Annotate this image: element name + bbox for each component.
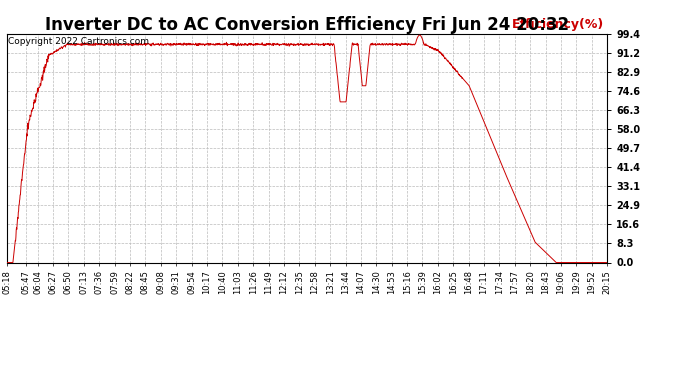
Text: Efficiency(%): Efficiency(%): [512, 18, 604, 32]
Text: Copyright 2022 Cartronics.com: Copyright 2022 Cartronics.com: [8, 37, 149, 46]
Title: Inverter DC to AC Conversion Efficiency Fri Jun 24 20:32: Inverter DC to AC Conversion Efficiency …: [45, 16, 569, 34]
